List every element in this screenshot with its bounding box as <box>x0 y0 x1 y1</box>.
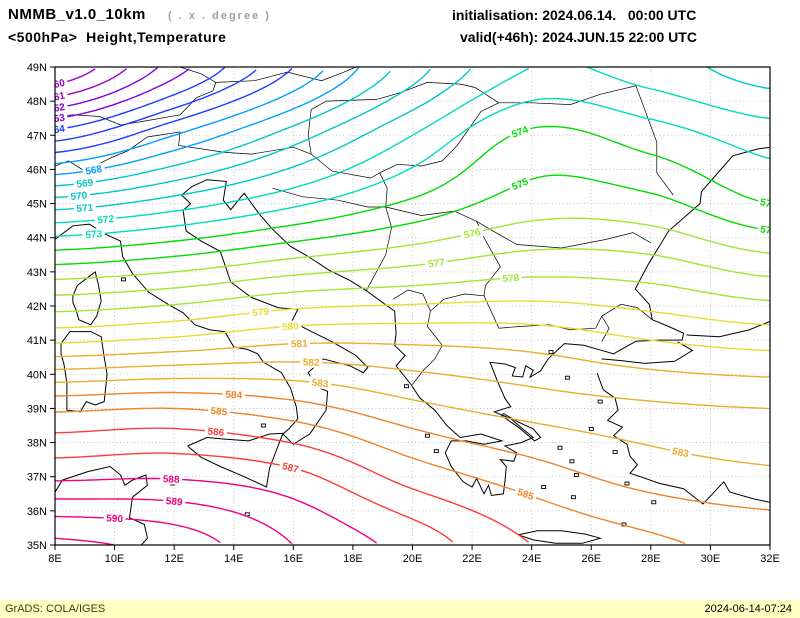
svg-text:36N: 36N <box>27 506 47 518</box>
svg-text:583: 583 <box>671 446 690 460</box>
svg-text:584: 584 <box>225 390 243 402</box>
svg-text:577: 577 <box>427 257 445 270</box>
svg-text:578: 578 <box>502 273 520 285</box>
svg-text:581: 581 <box>291 339 308 351</box>
svg-text:40N: 40N <box>27 369 47 381</box>
svg-text:30E: 30E <box>701 553 721 565</box>
svg-text:39N: 39N <box>27 403 47 415</box>
svg-text:16E: 16E <box>284 553 304 565</box>
grads-footer-bar <box>0 600 800 618</box>
svg-text:590: 590 <box>106 513 124 525</box>
svg-text:574: 574 <box>759 197 778 212</box>
svg-text:568: 568 <box>85 164 104 178</box>
svg-text:8E: 8E <box>48 553 61 565</box>
svg-text:43N: 43N <box>27 267 47 279</box>
contour-labels: 5605615625635645685695705715725735745745… <box>47 76 778 525</box>
svg-text:572: 572 <box>97 214 115 227</box>
svg-text:32E: 32E <box>760 553 780 565</box>
svg-text:14E: 14E <box>224 553 244 565</box>
svg-text:582: 582 <box>303 357 320 369</box>
valid-time: valid(+46h): 2024.JUN.15 22:00 UTC <box>460 29 697 45</box>
svg-text:22E: 22E <box>462 553 482 565</box>
svg-text:37N: 37N <box>27 472 47 484</box>
svg-text:28E: 28E <box>641 553 661 565</box>
initialisation-time: initialisation: 2024.06.14. 00:00 UTC <box>452 7 697 23</box>
svg-text:564: 564 <box>48 123 67 137</box>
svg-text:580: 580 <box>282 321 300 333</box>
svg-text:560: 560 <box>47 78 66 93</box>
svg-text:588: 588 <box>163 474 181 486</box>
grads-credit: GrADS: COLA/IGES <box>5 603 106 615</box>
product-title: <500hPa> Height,Temperature <box>8 29 227 45</box>
axis-labels: 49N 48N 47N 46N 45N 44N 43N 42N 41N 40N 39N 38N 37N 3… <box>27 62 780 565</box>
resolution-note: ( . x . degree ) <box>168 10 271 22</box>
svg-text:48N: 48N <box>27 96 47 108</box>
svg-text:589: 589 <box>165 496 183 509</box>
svg-text:24E: 24E <box>522 553 542 565</box>
svg-text:20E: 20E <box>403 553 423 565</box>
svg-text:587: 587 <box>281 461 300 476</box>
weather-map: 560 561 562 563 564 568 569 570 571 572 573 574 574 5… <box>27 62 780 565</box>
svg-text:38N: 38N <box>27 438 47 450</box>
svg-text:47N: 47N <box>27 130 47 142</box>
svg-text:583: 583 <box>311 378 329 391</box>
svg-text:41N: 41N <box>27 335 47 347</box>
svg-text:570: 570 <box>70 190 88 203</box>
svg-text:571: 571 <box>76 203 94 215</box>
svg-text:575: 575 <box>759 224 778 238</box>
svg-text:45N: 45N <box>27 199 47 211</box>
svg-text:579: 579 <box>252 307 270 320</box>
axis-ticks <box>50 66 771 550</box>
height-contours <box>55 67 770 545</box>
svg-text:576: 576 <box>463 227 482 242</box>
svg-text:49N: 49N <box>27 62 47 74</box>
svg-text:44N: 44N <box>27 233 47 245</box>
render-timestamp: 2024-06-14-07:24 <box>704 603 792 615</box>
svg-text:586: 586 <box>207 426 225 439</box>
country-borders <box>55 67 674 385</box>
svg-text:42N: 42N <box>27 301 47 313</box>
svg-text:18E: 18E <box>343 553 363 565</box>
svg-text:585: 585 <box>210 406 228 419</box>
svg-text:46N: 46N <box>27 164 47 176</box>
svg-text:563: 563 <box>48 113 67 127</box>
islands <box>121 277 657 527</box>
svg-text:10E: 10E <box>105 553 125 565</box>
svg-text:573: 573 <box>85 229 103 241</box>
svg-text:35N: 35N <box>27 540 47 552</box>
svg-text:561: 561 <box>47 90 66 104</box>
coastlines <box>55 146 770 545</box>
svg-text:26E: 26E <box>581 553 601 565</box>
svg-text:562: 562 <box>48 102 67 116</box>
svg-text:585: 585 <box>516 487 536 503</box>
svg-text:569: 569 <box>76 178 94 191</box>
svg-text:12E: 12E <box>164 553 184 565</box>
model-title: NMMB_v1.0_10km <box>8 6 146 23</box>
weather-map-svg: 5605615625635645685695705715725735745745… <box>27 62 780 565</box>
